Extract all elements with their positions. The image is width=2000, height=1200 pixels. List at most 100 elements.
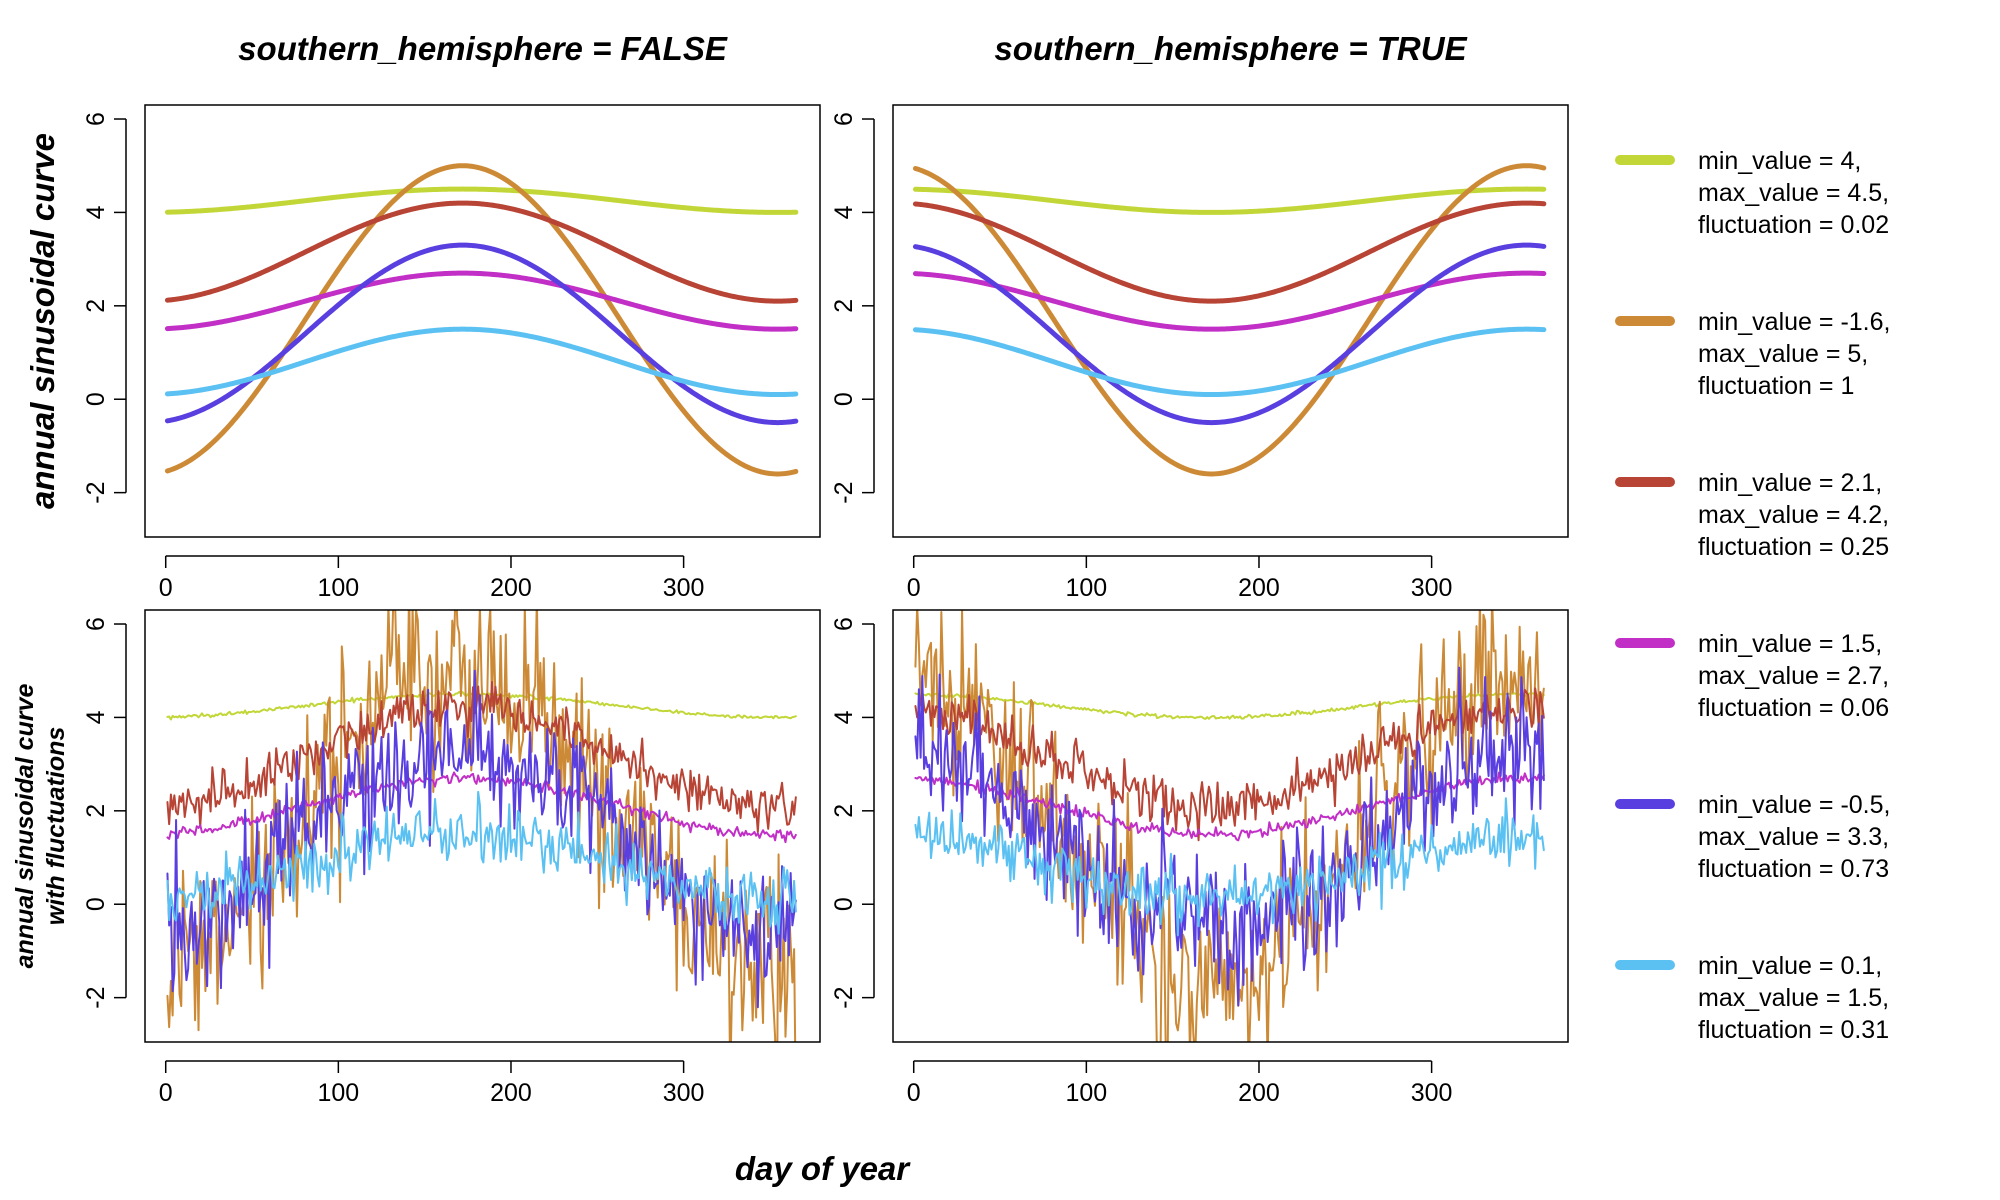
legend-label: fluctuation = 1 — [1698, 372, 1854, 400]
y-tick-label: -2 — [82, 987, 110, 1009]
y-axis: -2 0 2 4 6 — [830, 617, 875, 1009]
x-axis: 0 100 200 300 — [159, 1060, 705, 1107]
y-tick-label: 0 — [82, 392, 110, 406]
x-tick-label: 300 — [663, 1079, 705, 1107]
x-axis: 0 100 200 300 — [907, 555, 1453, 602]
plot-frame — [892, 104, 1569, 538]
x-tick-label: 200 — [1238, 574, 1280, 602]
x-tick-label: 100 — [317, 1079, 359, 1107]
x-axis: 0 100 200 300 — [159, 555, 705, 602]
legend: min_value = 4, max_value = 4.5, fluctuatio… — [1615, 147, 1890, 1044]
y-tick-label: 6 — [830, 617, 858, 631]
y-tick-label: 4 — [82, 710, 110, 724]
legend-item: min_value = 4, max_value = 4.5, fluctuatio… — [1615, 147, 1889, 239]
legend-label: fluctuation = 0.73 — [1698, 855, 1889, 883]
panel-title-2: southern_hemisphere = TRUE — [994, 30, 1467, 67]
panel-4: 0 100 200 300 -2 0 2 4 6 — [830, 609, 1569, 1107]
series-line-6 — [166, 790, 797, 935]
series-line-1 — [914, 691, 1545, 720]
y-tick-label: 4 — [82, 205, 110, 219]
y-axis-title-bottom-line2: with fluctuations — [42, 727, 70, 926]
legend-item: min_value = -0.5, max_value = 3.3, fluctua… — [1615, 791, 1890, 883]
y-axis: -2 0 2 4 6 — [82, 112, 127, 504]
legend-label: max_value = 4.5, — [1698, 179, 1889, 207]
plot-area — [912, 163, 1547, 477]
legend-label: fluctuation = 0.02 — [1698, 211, 1889, 239]
legend-label: max_value = 4.2, — [1698, 501, 1889, 529]
series-line-4 — [166, 771, 797, 844]
series-line-6 — [164, 326, 799, 398]
y-tick-label: -2 — [830, 482, 858, 504]
legend-label: max_value = 2.7, — [1698, 662, 1889, 690]
y-axis: -2 0 2 4 6 — [82, 617, 127, 1009]
y-tick-label: 6 — [830, 112, 858, 126]
series-line-6 — [912, 326, 1547, 398]
legend-label: max_value = 3.3, — [1698, 823, 1889, 851]
y-tick-label: 2 — [830, 299, 858, 313]
y-axis-title-bottom-line1: annual sinusoidal curve — [11, 684, 39, 969]
series-line-5 — [914, 666, 1545, 1007]
series-line-3 — [166, 680, 797, 833]
series-line-2 — [164, 163, 799, 477]
plot-frame — [892, 609, 1569, 1043]
series-line-4 — [912, 270, 1547, 332]
y-tick-label: 6 — [82, 112, 110, 126]
y-tick-label: 2 — [82, 299, 110, 313]
legend-label: max_value = 1.5, — [1698, 984, 1889, 1012]
legend-label: min_value = 0.1, — [1698, 952, 1882, 980]
x-tick-label: 100 — [1065, 574, 1107, 602]
y-tick-label: 2 — [82, 804, 110, 818]
x-tick-label: 100 — [317, 574, 359, 602]
x-tick-label: 0 — [907, 1079, 921, 1107]
series-line-4 — [164, 270, 799, 332]
x-axis-title: day of year — [735, 1150, 911, 1187]
panel-title-1: southern_hemisphere = FALSE — [238, 30, 728, 67]
legend-label: min_value = 2.1, — [1698, 469, 1882, 497]
y-tick-label: 4 — [830, 205, 858, 219]
panel-1: 0 100 200 300 -2 0 2 4 6 — [82, 104, 821, 602]
x-tick-label: 300 — [1411, 574, 1453, 602]
series-line-3 — [912, 200, 1547, 304]
x-tick-label: 200 — [490, 574, 532, 602]
legend-item: min_value = -1.6, max_value = 5, fluctuati… — [1615, 308, 1890, 400]
panel-3: 0 100 200 300 -2 0 2 4 6 — [82, 609, 821, 1107]
x-tick-label: 100 — [1065, 1079, 1107, 1107]
legend-item: min_value = 0.1, max_value = 1.5, fluctuat… — [1615, 952, 1889, 1044]
y-tick-label: 4 — [830, 710, 858, 724]
x-axis: 0 100 200 300 — [907, 1060, 1453, 1107]
y-tick-label: -2 — [82, 482, 110, 504]
series-line-5 — [164, 242, 799, 426]
series-line-3 — [164, 200, 799, 304]
legend-label: fluctuation = 0.31 — [1698, 1016, 1889, 1044]
legend-label: min_value = -1.6, — [1698, 308, 1890, 336]
y-axis: -2 0 2 4 6 — [830, 112, 875, 504]
series-line-2 — [166, 610, 797, 1042]
y-tick-label: -2 — [830, 987, 858, 1009]
legend-label: fluctuation = 0.25 — [1698, 533, 1889, 561]
series-line-1 — [164, 186, 799, 215]
x-tick-label: 300 — [1411, 1079, 1453, 1107]
series-line-6 — [914, 797, 1545, 937]
x-tick-label: 0 — [159, 1079, 173, 1107]
plot-frame — [144, 104, 821, 538]
series-line-3 — [914, 687, 1545, 842]
x-tick-label: 200 — [1238, 1079, 1280, 1107]
y-tick-label: 0 — [830, 392, 858, 406]
y-tick-label: 0 — [82, 897, 110, 911]
y-tick-label: 0 — [830, 897, 858, 911]
x-tick-label: 0 — [159, 574, 173, 602]
series-line-5 — [912, 242, 1547, 426]
legend-item: min_value = 1.5, max_value = 2.7, fluctuat… — [1615, 630, 1889, 722]
legend-label: min_value = 4, — [1698, 147, 1861, 175]
legend-label: min_value = -0.5, — [1698, 791, 1890, 819]
series-line-1 — [912, 186, 1547, 215]
legend-label: max_value = 5, — [1698, 340, 1868, 368]
x-tick-label: 200 — [490, 1079, 532, 1107]
legend-label: min_value = 1.5, — [1698, 630, 1882, 658]
y-tick-label: 6 — [82, 617, 110, 631]
plot-frame — [144, 609, 821, 1043]
legend-label: fluctuation = 0.06 — [1698, 694, 1889, 722]
x-tick-label: 300 — [663, 574, 705, 602]
y-tick-label: 2 — [830, 804, 858, 818]
